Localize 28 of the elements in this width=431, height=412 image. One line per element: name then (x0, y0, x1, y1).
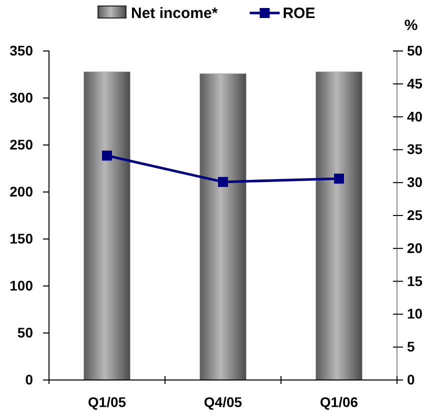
y-tick-label: 300 (10, 89, 34, 106)
y2-tick-label: 25 (407, 206, 423, 223)
y-tick-label: 0 (25, 371, 34, 388)
y2-tick-label: 40 (407, 108, 423, 124)
y2-tick-label: 35 (407, 141, 423, 158)
legend-label: Net income* (131, 5, 218, 22)
y2-tick-label: 5 (407, 338, 415, 355)
y2-tick-label: 45 (407, 75, 423, 92)
y2-tick-label: 50 (407, 42, 423, 58)
y-tick-label: 350 (10, 42, 34, 58)
y-tick-label: 200 (10, 183, 34, 200)
y2-tick-label: 10 (407, 306, 423, 322)
point (334, 174, 344, 184)
y-tick-label: 250 (10, 136, 34, 152)
y2-tick-label: 20 (407, 240, 423, 256)
y-tick-label: 150 (10, 230, 34, 246)
x-tick-label: Q1/06 (320, 394, 358, 410)
y2-tick-label: 0 (407, 371, 415, 388)
x-tick-label: Q1/05 (88, 394, 126, 410)
legend-label: ROE (282, 5, 316, 22)
y-tick-label: 50 (17, 324, 34, 340)
y2-tick-label: 15 (407, 272, 423, 289)
y-tick-label: 100 (10, 277, 34, 294)
y2-tick-label: 30 (407, 174, 423, 190)
point (102, 150, 112, 161)
y2-axis-title: % (404, 17, 418, 34)
point (218, 176, 228, 187)
x-tick-label: Q4/05 (204, 394, 242, 410)
